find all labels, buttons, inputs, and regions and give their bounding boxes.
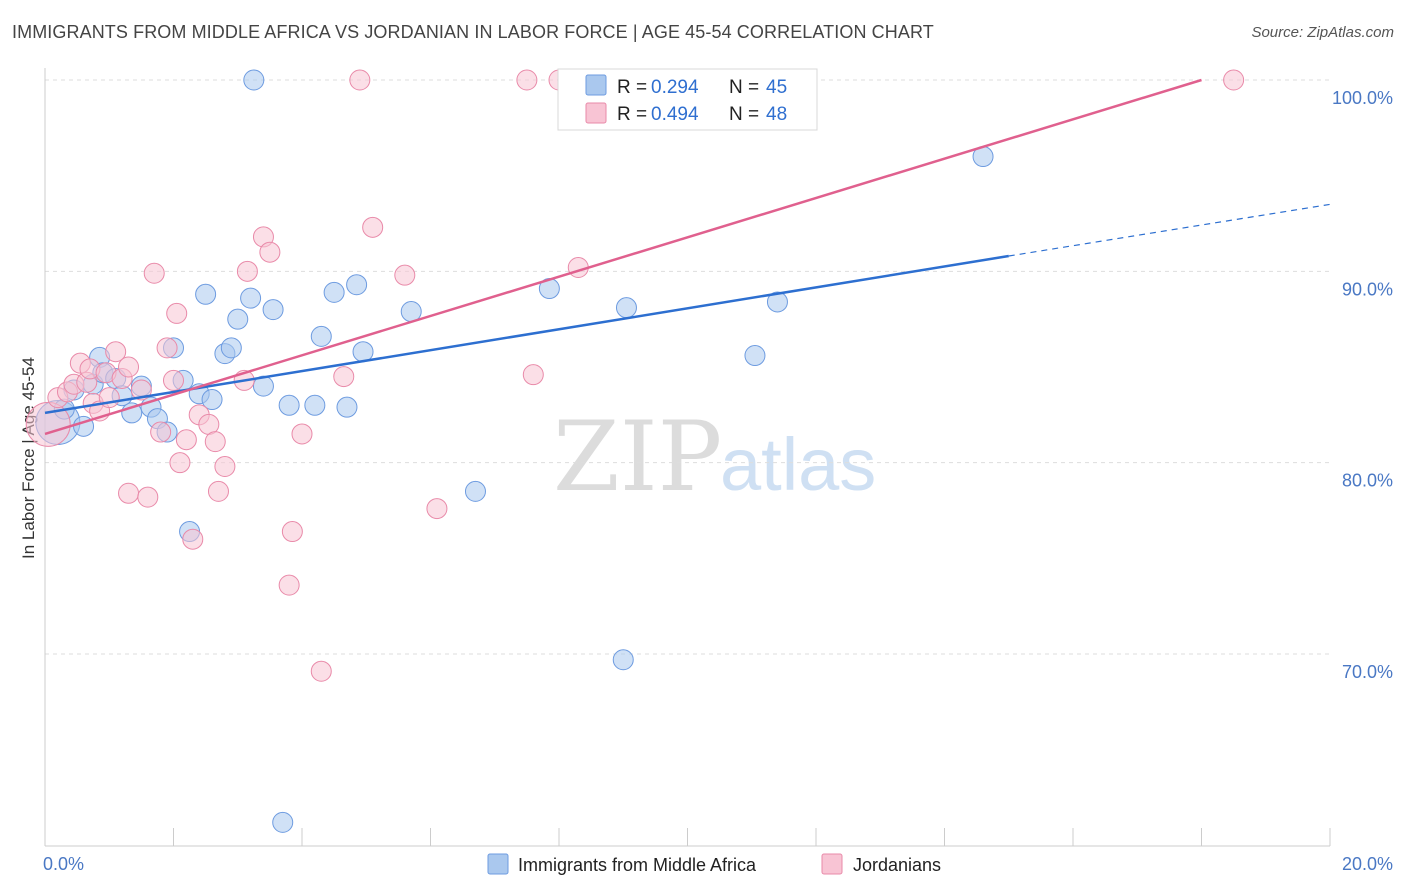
point-pink-43	[516, 69, 538, 91]
y-tick-label-0: 100.0%	[1332, 88, 1393, 108]
trend-lines	[44, 78, 1331, 436]
point-pink-38	[333, 366, 355, 388]
source-credit: Source: ZipAtlas.com	[1251, 24, 1394, 41]
point-pink-23	[175, 429, 197, 451]
point-blue-30	[310, 325, 332, 347]
point-pink-36	[291, 423, 313, 445]
series-legend-swatch-pink	[821, 853, 843, 875]
point-blue-32	[336, 396, 358, 418]
point-blue-19	[201, 389, 223, 411]
y-tick-label-1: 90.0%	[1342, 279, 1393, 299]
stats-legend: R = 0.294 N = 45 R = 0.494 N = 48	[557, 68, 818, 131]
legend-r-value-blue: 0.294	[651, 77, 699, 98]
legend-r-value-pink: 0.494	[651, 104, 699, 125]
point-blue-22	[227, 308, 249, 330]
x-tick-label-0: 0.0%	[43, 854, 84, 874]
watermark-atlas: atlas	[720, 423, 876, 506]
point-blue-26	[262, 299, 284, 321]
point-pink-22	[169, 452, 191, 474]
point-pink-27	[204, 431, 226, 453]
y-tick-label-2: 80.0%	[1342, 471, 1393, 491]
watermark: ZIP atlas	[553, 401, 876, 513]
gridlines	[45, 79, 1330, 655]
point-blue-24	[243, 69, 265, 91]
point-pink-39	[349, 69, 371, 91]
chart-title: IMMIGRANTS FROM MIDDLE AFRICA VS JORDANI…	[12, 22, 934, 42]
x-ticks: 0.0% 20.0%	[43, 828, 1393, 874]
point-blue-38	[612, 649, 634, 671]
legend-swatch-pink	[585, 102, 607, 124]
point-pink-17	[143, 262, 165, 284]
trend-line-pink	[44, 78, 1202, 436]
point-blue-27	[272, 811, 294, 833]
point-pink-14	[118, 482, 140, 504]
point-blue-41	[766, 291, 788, 313]
point-pink-16	[137, 486, 159, 508]
trend-line-blue	[44, 254, 1009, 415]
point-pink-47	[1223, 69, 1245, 91]
legend-n-label-blue: N =	[729, 77, 759, 98]
point-blue-21	[220, 337, 242, 359]
point-blue-33	[346, 274, 368, 296]
y-tick-labels: 100.0% 90.0% 80.0% 70.0%	[1332, 88, 1393, 682]
point-pink-44	[522, 364, 544, 386]
point-pink-13	[118, 356, 140, 378]
point-pink-34	[278, 574, 300, 596]
point-pink-18	[150, 421, 172, 443]
trend-line-blue-extension	[1008, 203, 1331, 257]
series-legend: Immigrants from Middle Africa Jordanians	[487, 853, 941, 875]
point-pink-35	[281, 521, 303, 543]
point-blue-23	[240, 287, 262, 309]
point-blue-29	[304, 394, 326, 416]
point-pink-28	[207, 480, 229, 502]
point-pink-11	[105, 341, 127, 363]
point-blue-18	[195, 283, 217, 305]
legend-r-label-blue: R =	[617, 77, 647, 98]
point-blue-28	[278, 394, 300, 416]
point-pink-31	[236, 260, 258, 282]
point-pink-42	[426, 498, 448, 520]
x-tick-label-1: 20.0%	[1342, 854, 1393, 874]
point-blue-36	[464, 480, 486, 502]
point-blue-40	[744, 345, 766, 367]
point-blue-31	[323, 281, 345, 303]
point-pink-21	[166, 302, 188, 324]
series-legend-label-pink: Jordanians	[853, 855, 941, 875]
point-pink-15	[130, 379, 152, 401]
point-pink-41	[394, 264, 416, 286]
y-tick-label-3: 70.0%	[1342, 662, 1393, 682]
legend-n-label-pink: N =	[729, 104, 759, 125]
point-blue-39	[615, 297, 637, 319]
data-points	[25, 69, 1245, 833]
series-legend-swatch-blue	[487, 853, 509, 875]
legend-r-label-pink: R =	[617, 104, 647, 125]
series-legend-label-blue: Immigrants from Middle Africa	[518, 855, 757, 875]
y-axis-title: In Labor Force | Age 45-54	[19, 357, 38, 559]
point-pink-37	[310, 660, 332, 682]
watermark-zip: ZIP	[553, 401, 722, 513]
legend-swatch-blue	[585, 74, 607, 96]
point-pink-29	[214, 455, 236, 477]
point-pink-40	[362, 216, 384, 238]
legend-n-value-pink: 48	[766, 104, 787, 125]
point-pink-20	[163, 369, 184, 391]
point-pink-24	[182, 528, 204, 550]
point-pink-19	[156, 337, 178, 359]
point-pink-0	[25, 401, 71, 447]
legend-n-value-blue: 45	[766, 77, 787, 98]
point-blue-34	[352, 341, 374, 363]
point-pink-33	[259, 241, 281, 263]
